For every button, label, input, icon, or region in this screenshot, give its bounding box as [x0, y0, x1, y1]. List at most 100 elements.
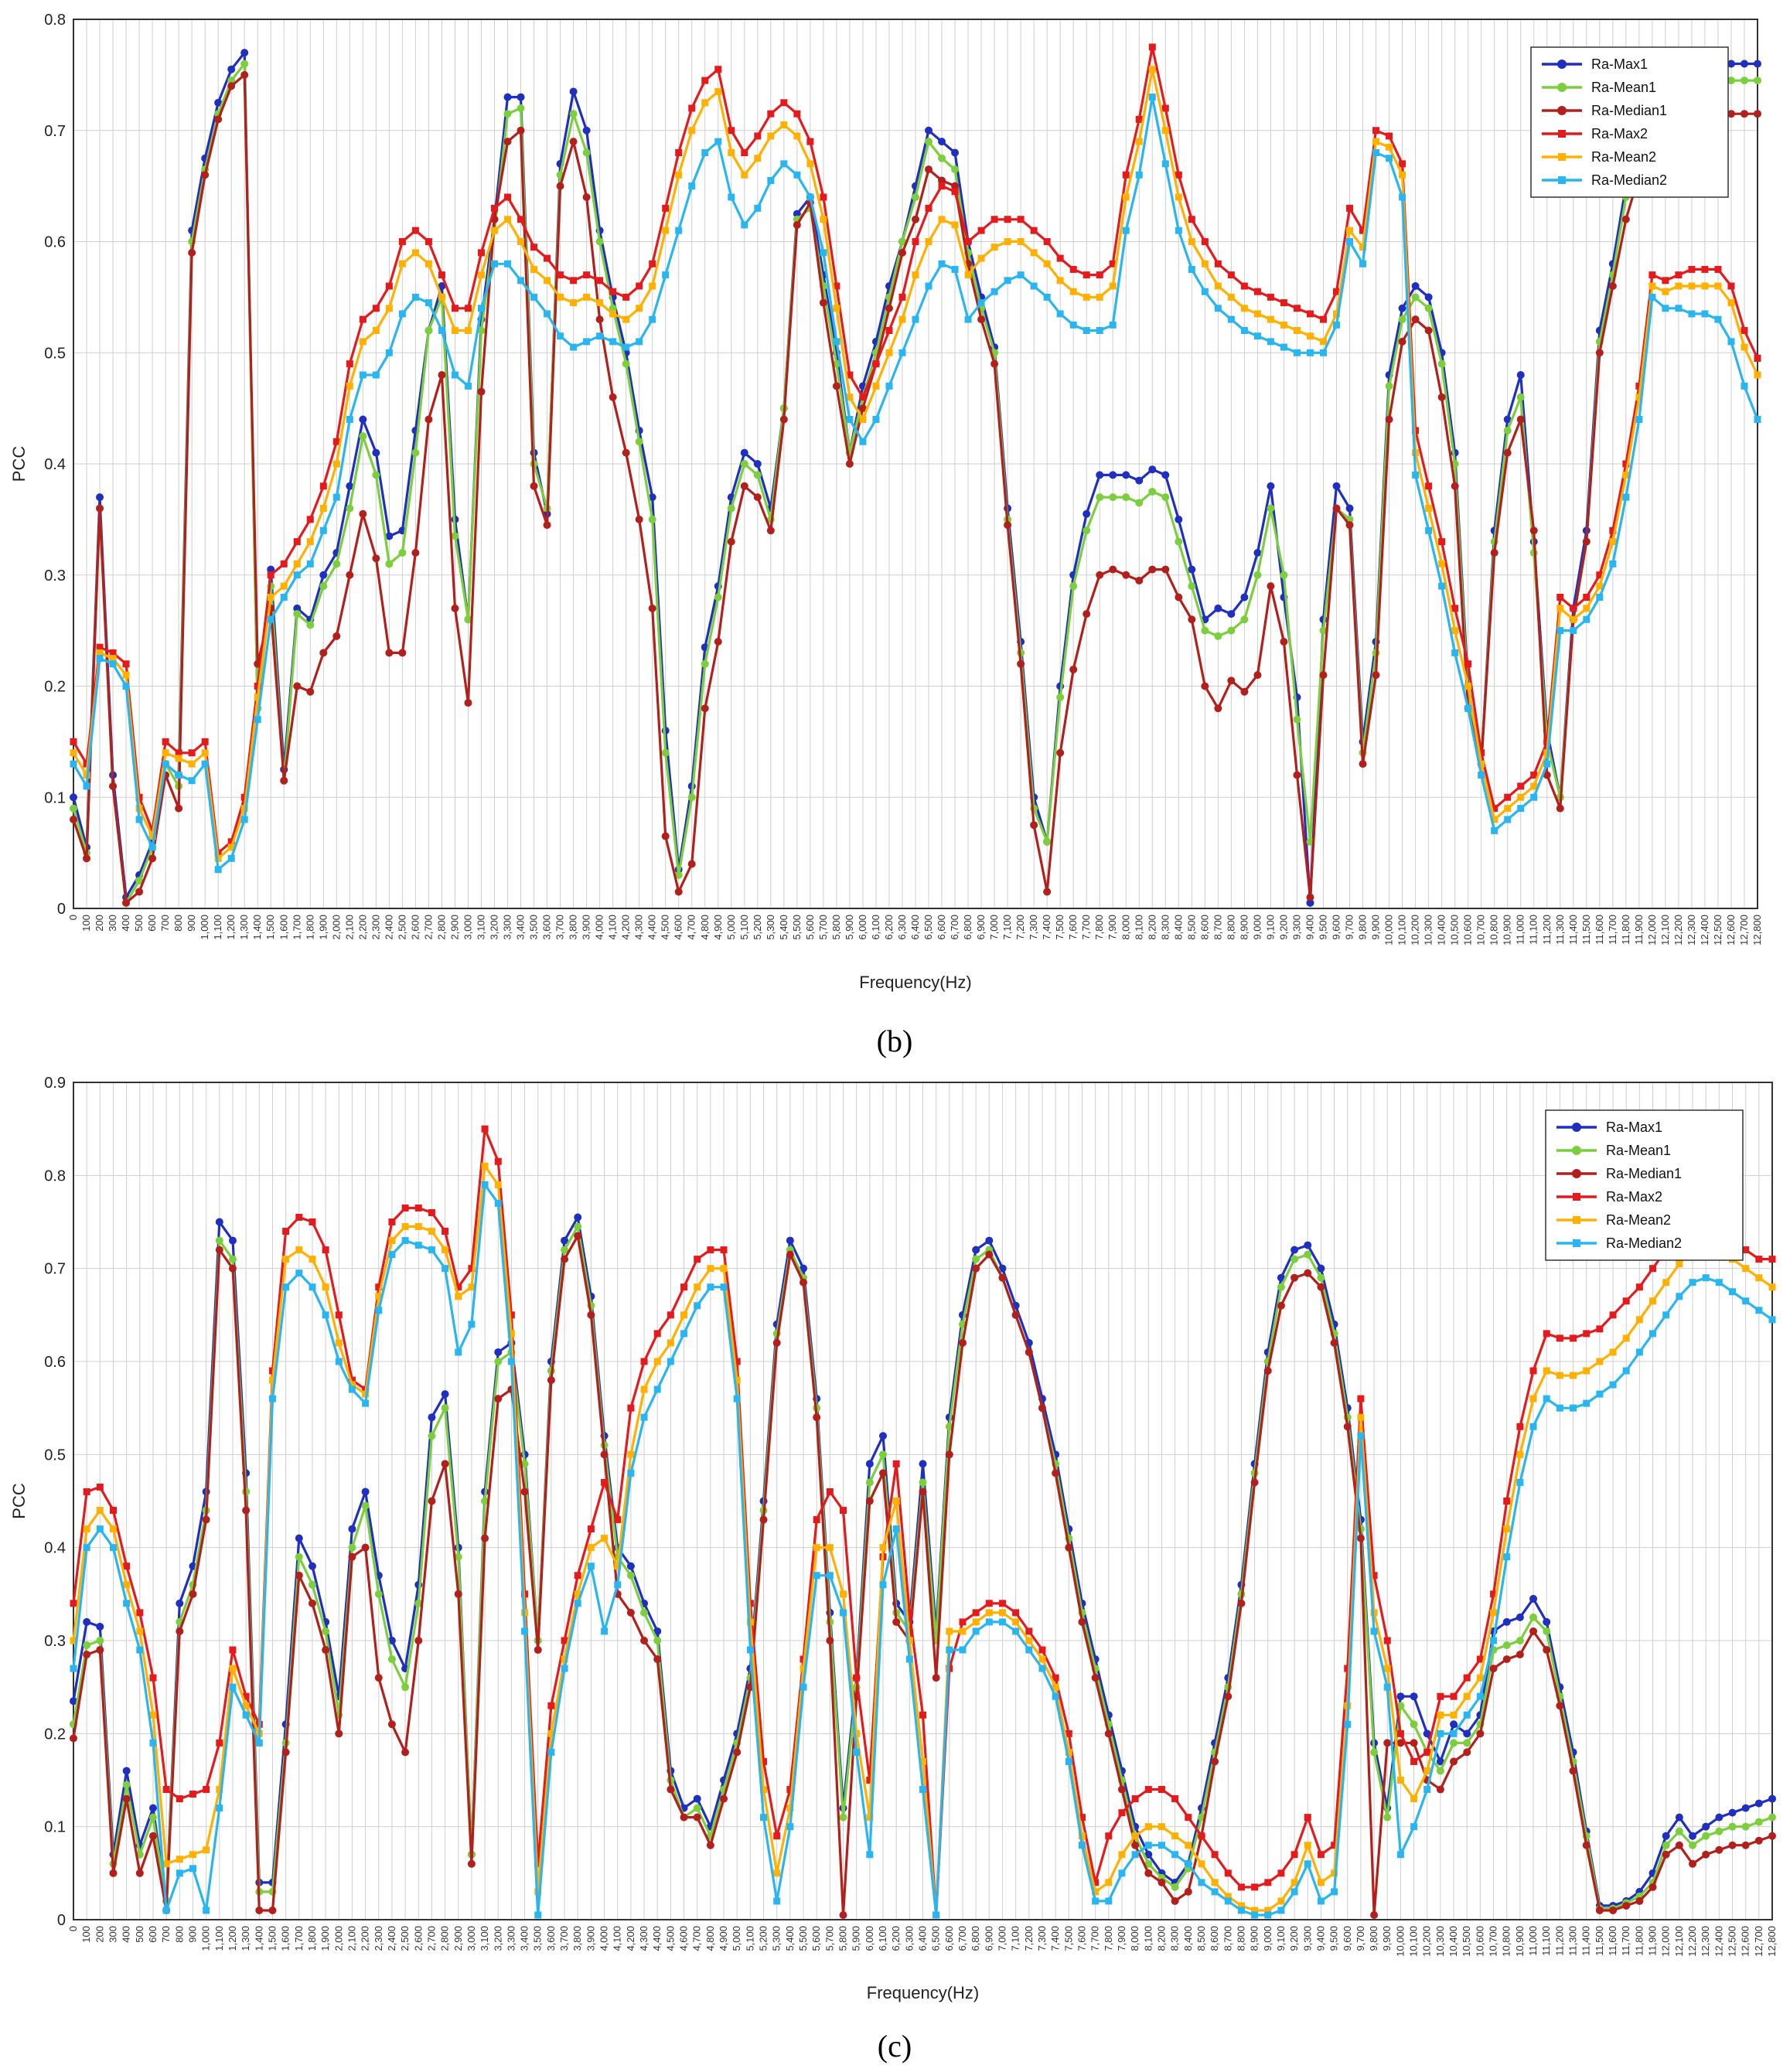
data-point: [946, 1627, 953, 1635]
x-tick-label: 5,200: [758, 1926, 769, 1951]
data-point: [912, 238, 919, 245]
data-point: [109, 660, 117, 668]
data-point: [1478, 749, 1485, 757]
data-point: [451, 371, 459, 379]
data-point: [1122, 571, 1130, 579]
data-point: [214, 854, 222, 862]
data-point: [1740, 77, 1748, 85]
data-point: [1728, 1808, 1737, 1817]
data-point: [905, 1609, 913, 1617]
data-point: [414, 1637, 423, 1644]
data-point: [1424, 293, 1433, 302]
data-point: [242, 1692, 250, 1700]
x-tick-label: 11,800: [1633, 1926, 1645, 1956]
data-point: [561, 1665, 568, 1672]
y-tick-label: 0.3: [44, 1633, 66, 1650]
data-point: [96, 1646, 104, 1655]
data-point: [1583, 605, 1591, 612]
data-point: [622, 448, 630, 457]
data-point: [96, 655, 104, 663]
data-point: [122, 1767, 131, 1775]
data-point: [972, 1264, 980, 1273]
x-tick-label: 3,500: [532, 1926, 544, 1951]
data-point: [1148, 487, 1157, 496]
data-point: [1570, 627, 1577, 635]
data-point: [1201, 260, 1209, 268]
x-tick-label: 3,400: [519, 1926, 530, 1951]
data-point: [675, 149, 683, 156]
x-tick-label: 11,700: [1620, 1926, 1631, 1956]
data-point: [570, 277, 578, 285]
data-point: [1346, 227, 1354, 234]
x-tick-label: 8,500: [1195, 1926, 1207, 1951]
x-tick-label: 1,100: [213, 1926, 225, 1951]
x-tick-label: 10,700: [1475, 915, 1487, 946]
data-point: [1135, 576, 1144, 584]
x-tick-label: 7,400: [1049, 1926, 1061, 1951]
data-point: [1122, 193, 1130, 201]
data-point: [1161, 493, 1170, 502]
data-point: [1357, 1432, 1365, 1440]
data-point: [622, 360, 630, 368]
data-point: [293, 538, 301, 546]
x-tick-label: 400: [120, 915, 131, 932]
data-point: [675, 171, 683, 179]
data-point: [1396, 1777, 1404, 1784]
x-tick-label: 12,800: [1766, 1926, 1778, 1957]
data-point: [1490, 1609, 1498, 1617]
data-point: [556, 182, 564, 190]
x-tick-label: 7,800: [1093, 915, 1105, 940]
data-point: [587, 1525, 595, 1533]
data-point: [388, 1251, 396, 1259]
data-point: [83, 1488, 90, 1495]
data-point: [932, 1674, 940, 1682]
data-point: [1688, 310, 1696, 318]
y-tick-label: 0.2: [44, 679, 66, 696]
data-point: [846, 416, 854, 423]
data-point: [254, 716, 261, 724]
x-tick-label: 7,700: [1080, 915, 1092, 940]
data-point: [361, 1501, 370, 1510]
data-point: [346, 482, 354, 490]
data-point: [372, 554, 380, 563]
data-point: [534, 1646, 542, 1655]
data-point: [122, 671, 130, 679]
data-point: [123, 1581, 131, 1589]
x-tick-label: 1,600: [278, 915, 289, 940]
data-point: [428, 1497, 436, 1505]
x-tick-label: 1,700: [293, 1926, 305, 1951]
data-point: [1065, 1748, 1072, 1756]
x-tick-label: 2,500: [396, 915, 407, 940]
data-point: [1396, 1730, 1404, 1737]
data-point: [424, 415, 433, 424]
data-point: [959, 1646, 967, 1654]
data-point: [1424, 326, 1433, 335]
data-point: [1570, 615, 1577, 623]
data-point: [214, 98, 223, 107]
x-tick-label: 6,400: [917, 1926, 929, 1951]
data-point: [176, 1627, 184, 1635]
x-tick-label: 8,400: [1172, 915, 1184, 940]
data-point: [149, 1674, 157, 1682]
data-point: [1676, 1293, 1683, 1300]
data-point: [667, 1339, 674, 1347]
data-point: [938, 182, 946, 190]
data-point: [1083, 527, 1091, 535]
data-point: [109, 655, 117, 663]
data-point: [1161, 160, 1169, 168]
data-point: [1277, 1283, 1285, 1291]
data-point: [122, 660, 130, 668]
x-tick-label: 3,700: [554, 915, 566, 940]
data-point: [148, 1813, 157, 1822]
x-axis-label: Frequency(Hz): [867, 1983, 979, 2002]
x-tick-label: 5,700: [817, 915, 829, 940]
data-point: [1345, 504, 1354, 513]
data-point: [1109, 282, 1117, 290]
data-point: [813, 1572, 820, 1580]
data-point: [481, 1534, 489, 1542]
data-point: [201, 171, 210, 179]
data-point: [346, 504, 354, 513]
data-point: [477, 271, 485, 279]
data-point: [707, 1283, 714, 1291]
